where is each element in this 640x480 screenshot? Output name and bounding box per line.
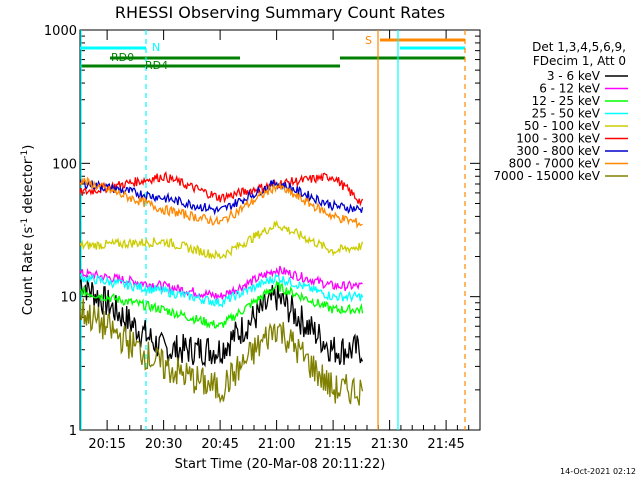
- y-axis-label-exp2: -1: [20, 150, 30, 159]
- x-tick-label: 20:15: [88, 437, 125, 452]
- timestamp: 14-Oct-2021 02:12: [560, 467, 636, 476]
- x-axis: 20:15 20:30 20:45 21:00 21:15 21:30 21:45: [88, 30, 470, 452]
- y-tick-label: 1000: [44, 24, 77, 39]
- flag-label: RD4: [145, 59, 168, 72]
- series-line-1: [80, 275, 364, 368]
- y-axis-label-exp1: -1: [20, 218, 30, 227]
- series-line-5: [80, 219, 364, 260]
- legend-label: 3 - 6 keV: [547, 69, 601, 83]
- flag-label: N: [152, 41, 160, 54]
- y-tick-label: 10: [60, 291, 77, 306]
- series-layer: [80, 171, 364, 406]
- flag-lines: N RD0 RD4 S: [80, 30, 466, 430]
- series-line-7: [80, 178, 364, 216]
- flag-label: S: [365, 34, 372, 47]
- legend-label: 25 - 50 keV: [532, 107, 601, 121]
- plot-frame: [79, 29, 481, 431]
- y-tick-label: 100: [52, 157, 77, 172]
- legend-label: 7000 - 15000 keV: [493, 169, 600, 183]
- flag-label: RD0: [111, 51, 134, 64]
- series-line-6: [80, 171, 364, 207]
- legend-label: 300 - 800 keV: [516, 144, 600, 158]
- x-tick-label: 20:45: [201, 437, 238, 452]
- chart-title: RHESSI Observing Summary Count Rates: [115, 3, 445, 22]
- legend-label: 12 - 25 keV: [532, 94, 601, 108]
- legend-header-1: Det 1,3,4,5,6,9,: [532, 40, 626, 54]
- x-tick-label: 21:15: [314, 437, 351, 452]
- series-line-3: [80, 279, 364, 329]
- series-line-4: [80, 272, 364, 308]
- y-axis-label: Count Rate (s-1 detector-1): [20, 145, 36, 316]
- legend-label: 50 - 100 keV: [524, 119, 601, 133]
- x-tick-label: 21:45: [427, 437, 464, 452]
- legend-label: 800 - 7000 keV: [509, 157, 601, 171]
- legend-header-2: FDecim 1, Att 0: [533, 54, 626, 68]
- legend: Det 1,3,4,5,6,9, FDecim 1, Att 0 3 - 6 k…: [493, 40, 628, 183]
- y-tick-label: 1: [69, 424, 77, 439]
- x-tick-label: 21:30: [371, 437, 408, 452]
- series-line-2: [80, 265, 363, 301]
- y-axis-label-main: Count Rate (s: [21, 227, 36, 316]
- series-line-8: [80, 176, 363, 229]
- y-axis-label-end: ): [21, 145, 36, 150]
- x-axis-label: Start Time (20-Mar-08 20:11:22): [175, 457, 386, 472]
- x-tick-label: 20:30: [145, 437, 182, 452]
- legend-label: 6 - 12 keV: [539, 82, 601, 96]
- y-axis-label-mid: detector: [21, 158, 36, 218]
- series-line-9: [80, 298, 364, 406]
- y-axis: 1 10 100 1000: [44, 24, 480, 439]
- x-tick-label: 21:00: [258, 437, 295, 452]
- legend-label: 100 - 300 keV: [516, 132, 600, 146]
